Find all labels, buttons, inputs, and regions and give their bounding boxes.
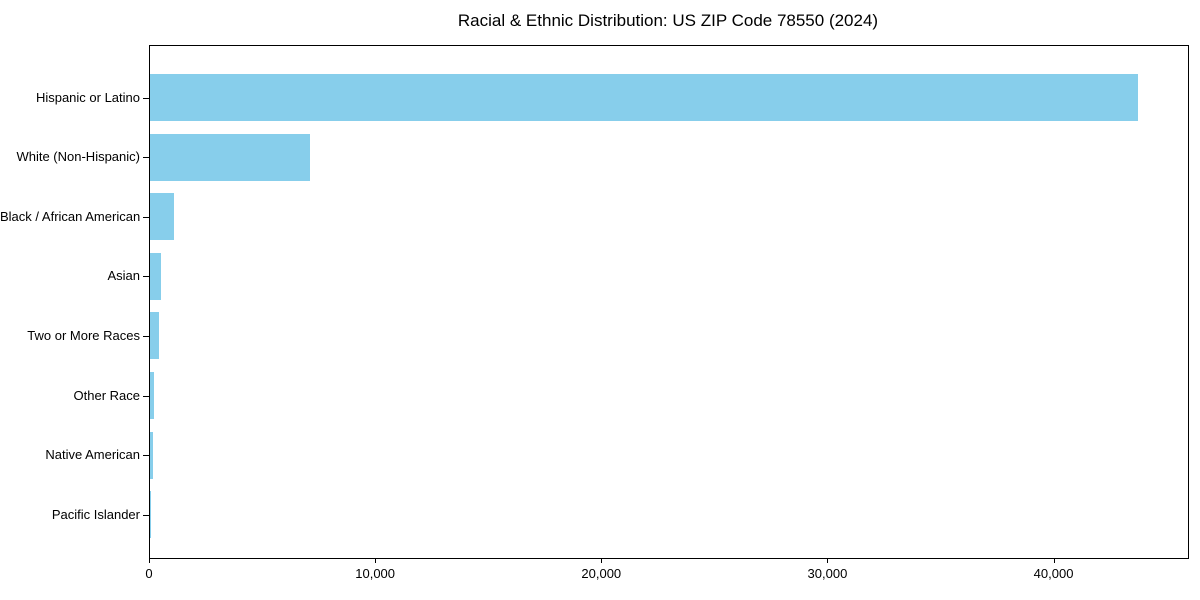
y-tick-mark bbox=[143, 514, 149, 516]
x-tick-label-30-000: 30,000 bbox=[807, 566, 848, 581]
y-tick-mark bbox=[143, 97, 149, 99]
y-tick-mark bbox=[143, 276, 149, 278]
y-tick-mark bbox=[143, 455, 149, 457]
bar-hispanic-or-latino bbox=[150, 74, 1139, 121]
plot-area bbox=[149, 45, 1189, 559]
x-tick-mark bbox=[149, 558, 150, 563]
x-tick-mark bbox=[827, 558, 829, 563]
y-tick-label-hispanic-or-latino: Hispanic or Latino bbox=[35, 89, 140, 105]
y-tick-mark bbox=[143, 395, 149, 397]
y-tick-label-other-race: Other Race bbox=[73, 387, 140, 403]
x-tick-mark bbox=[601, 558, 603, 563]
y-tick-mark bbox=[143, 335, 149, 337]
bar-pacific-islander bbox=[150, 491, 151, 539]
bar-asian bbox=[150, 252, 161, 300]
x-tick-label-40-000: 40,000 bbox=[1033, 566, 1074, 581]
bar-white-non-hispanic bbox=[150, 133, 311, 181]
y-tick-mark bbox=[143, 157, 149, 159]
y-tick-label-native-american: Native American bbox=[45, 447, 140, 463]
chart-title: Racial & Ethnic Distribution: US ZIP Cod… bbox=[457, 11, 879, 30]
y-tick-label-two-or-more-races: Two or More Races bbox=[27, 327, 140, 343]
bar-black-african-american bbox=[150, 193, 175, 241]
y-tick-mark bbox=[143, 216, 149, 218]
y-tick-label-asian: Asian bbox=[107, 268, 140, 284]
x-tick-label-10-000: 10,000 bbox=[355, 566, 396, 581]
y-tick-label-pacific-islander: Pacific Islander bbox=[51, 506, 140, 522]
bar-two-or-more-races bbox=[150, 312, 160, 360]
x-tick-mark bbox=[375, 558, 377, 563]
y-tick-label-white-non-hispanic: White (Non-Hispanic) bbox=[16, 149, 140, 165]
y-tick-label-black-african-american: Black / African American bbox=[0, 208, 141, 224]
bar-other-race bbox=[150, 372, 154, 419]
x-tick-label-0: 0 bbox=[145, 566, 153, 581]
x-tick-label-20-000: 20,000 bbox=[581, 566, 622, 581]
x-tick-mark bbox=[1053, 558, 1055, 563]
bar-native-american bbox=[150, 431, 154, 479]
